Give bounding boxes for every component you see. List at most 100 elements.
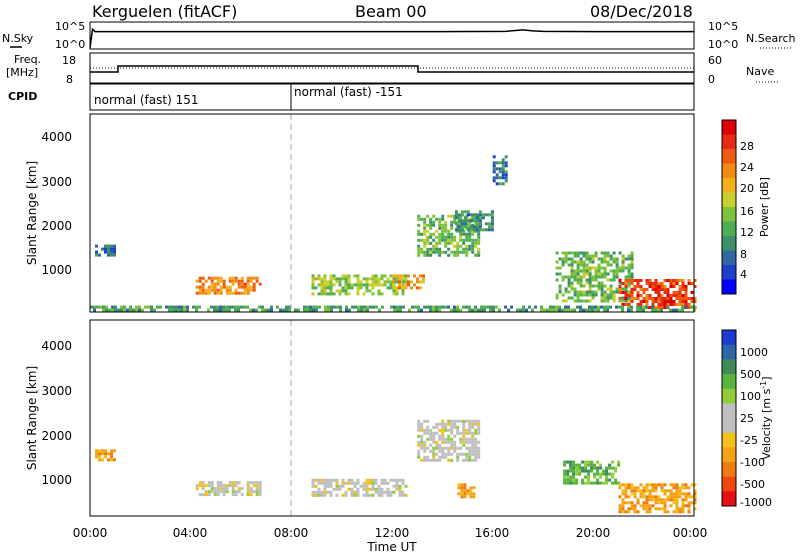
scatter-cell	[621, 282, 625, 285]
scatter-cell	[392, 478, 396, 482]
scatter-cell	[576, 296, 580, 300]
scatter-cell	[579, 269, 583, 273]
scatter-cell	[477, 241, 481, 245]
scatter-cell	[477, 440, 481, 444]
scatter-cell	[444, 422, 448, 426]
scatter-cell	[654, 291, 658, 294]
scatter-cell	[627, 296, 631, 300]
scatter-cell	[435, 431, 439, 435]
scatter-cell	[213, 282, 217, 286]
scatter-cell	[450, 226, 454, 230]
scatter-cell	[605, 481, 609, 485]
scatter-cell	[234, 288, 238, 292]
scatter-cell	[645, 300, 649, 303]
scatter-cell	[344, 490, 348, 494]
scatter-cell	[475, 228, 479, 232]
scatter-cell	[417, 244, 421, 248]
scatter-cell	[329, 493, 333, 497]
scatter-cell	[243, 288, 247, 292]
scatter-cell	[312, 305, 315, 309]
scatter-cell	[666, 294, 670, 297]
scatter-cell	[474, 422, 478, 426]
scatter-cell	[633, 492, 637, 496]
scatter-cell	[444, 223, 448, 227]
scatter-cell	[462, 241, 466, 245]
power-tick-8: 8	[740, 248, 747, 261]
scatter-cell	[681, 483, 685, 487]
scatter-cell	[681, 507, 685, 511]
scatter-cell	[585, 299, 589, 303]
scatter-cell	[320, 289, 324, 293]
scatter-cell	[468, 235, 472, 239]
scatter-cell	[386, 286, 390, 290]
colorbar-swatch	[722, 221, 736, 237]
scatter-cell	[596, 460, 600, 464]
scatter-cell	[566, 469, 570, 473]
scatter-cell	[210, 305, 213, 309]
scatter-cell	[255, 487, 259, 491]
scatter-cell	[606, 296, 610, 300]
scatter-cell	[615, 290, 619, 294]
scatter-cell	[633, 495, 637, 499]
scatter-cell	[477, 431, 481, 435]
scatter-cell	[347, 481, 351, 485]
scatter-cell	[398, 274, 401, 278]
power-range-tick-1000: 1000	[41, 263, 72, 277]
scatter-cell	[645, 486, 649, 490]
scatter-cell	[584, 466, 588, 470]
scatter-cell	[311, 277, 315, 281]
scatter-cell	[429, 226, 433, 230]
scatter-cell	[198, 484, 202, 488]
scatter-cell	[472, 219, 476, 223]
scatter-cell	[429, 232, 433, 236]
colorbar-swatch	[722, 388, 736, 404]
scatter-cell	[407, 280, 410, 284]
scatter-cell	[447, 446, 451, 450]
scatter-cell	[627, 266, 631, 270]
freq-panel: Freq. [MHz] 18 8 60 0 Nave	[6, 52, 780, 86]
scatter-cell	[378, 308, 381, 312]
scatter-cell	[317, 277, 321, 281]
scatter-cell	[469, 219, 473, 223]
scatter-cell	[201, 493, 205, 497]
scatter-cell	[603, 305, 606, 309]
scatter-cell	[558, 308, 561, 312]
scatter-cell	[225, 285, 229, 289]
scatter-cell	[618, 504, 622, 508]
scatter-cell	[249, 288, 253, 292]
scatter-cell	[582, 260, 586, 264]
scatter-cell	[219, 305, 222, 309]
scatter-cell	[630, 486, 634, 490]
scatter-cell	[240, 487, 244, 491]
scatter-cell	[561, 308, 564, 312]
scatter-cell	[681, 285, 685, 288]
scatter-cell	[563, 469, 567, 473]
scatter-cell	[534, 305, 537, 309]
scatter-cell	[693, 492, 697, 496]
scatter-cell	[423, 250, 427, 254]
velocity-range-tick-1000: 1000	[41, 473, 72, 487]
scatter-cell	[426, 431, 430, 435]
scatter-cell	[231, 487, 235, 491]
scatter-cell	[465, 419, 469, 423]
scatter-cell	[420, 217, 424, 221]
nsky-label: N.Sky	[2, 32, 34, 45]
scatter-cell	[444, 305, 447, 309]
scatter-cell	[558, 266, 562, 270]
scatter-cell	[684, 498, 688, 502]
scatter-cell	[311, 280, 315, 284]
scatter-cell	[198, 279, 202, 283]
scatter-cell	[447, 253, 451, 257]
scatter-cell	[234, 291, 238, 295]
scatter-cell	[341, 493, 345, 497]
scatter-cell	[207, 481, 211, 485]
scatter-cell	[171, 308, 174, 312]
scatter-cell	[690, 282, 694, 285]
scatter-cell	[306, 305, 309, 309]
scatter-cell	[654, 300, 658, 303]
scatter-cell	[693, 489, 697, 493]
scatter-cell	[570, 266, 574, 270]
scatter-cell	[588, 278, 592, 282]
scatter-cell	[438, 253, 442, 257]
scatter-cell	[377, 283, 381, 287]
